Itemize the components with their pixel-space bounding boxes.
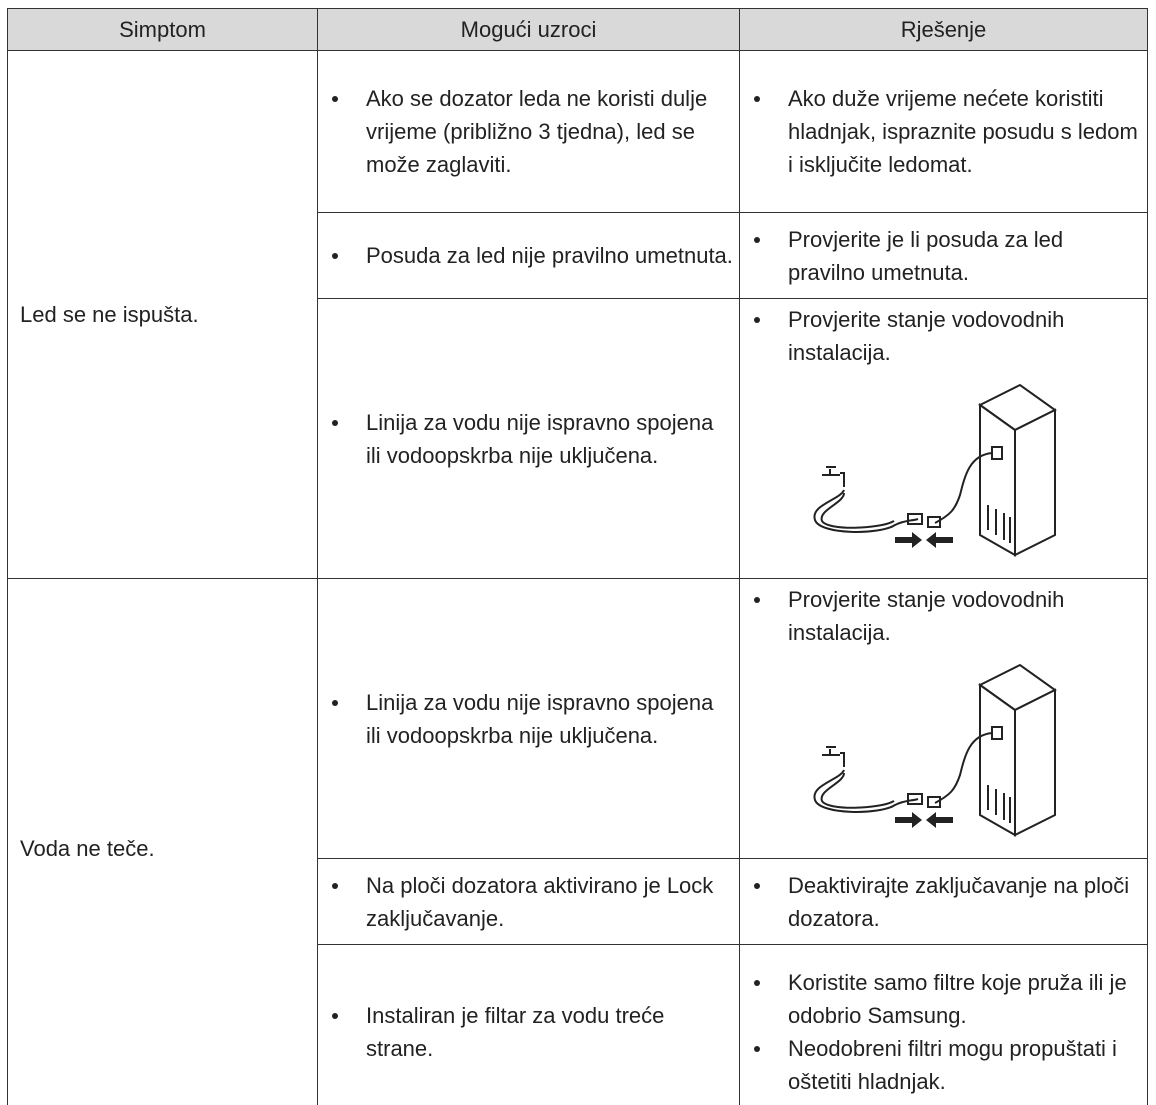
cause-cell: Linija za vodu nije ispravno spojena ili… [317, 298, 740, 579]
cause-cell: Posuda za led nije pravilno umetnuta. [317, 212, 740, 299]
water-connection-illustration [813, 663, 1057, 837]
water-connection-illustration [813, 383, 1057, 557]
bullet [332, 253, 338, 259]
bullet-item: Linija za vodu nije ispravno spojena ili… [318, 686, 739, 752]
bullet [332, 699, 338, 706]
solution-cell: Provjerite je li posuda za led pravilno … [739, 212, 1148, 299]
header-text: Simptom [119, 17, 206, 42]
cause-cell: Instaliran je filtar za vodu treće stran… [317, 944, 740, 1105]
bullet-text: Instaliran je filtar za vodu treće stran… [366, 1002, 665, 1061]
bullet [332, 1012, 338, 1019]
bullet [332, 882, 338, 889]
bullet-item: Neodobreni filtri mogu propuštati i ošte… [740, 1032, 1147, 1098]
bullet-text: Na ploči dozatora aktivirano je Lock zak… [366, 872, 714, 931]
header-cell: Simptom [7, 8, 318, 51]
bullet [754, 597, 760, 603]
bullet-text: Ako se dozator leda ne koristi dulje vri… [366, 86, 708, 177]
bullet [754, 979, 760, 986]
bullet-item: Deaktivirajte zaključavanje na ploči doz… [740, 869, 1147, 935]
cause-cell: Linija za vodu nije ispravno spojena ili… [317, 578, 740, 859]
bullet-text: Linija za vodu nije ispravno spojena ili… [366, 689, 714, 748]
bullet-item: Provjerite stanje vodovodnih instalacija… [740, 583, 1147, 649]
bullet [332, 419, 338, 426]
bullet-item: Na ploči dozatora aktivirano je Lock zak… [318, 869, 739, 935]
bullet [754, 96, 760, 102]
bullet-text: Provjerite je li posuda za led pravilno … [788, 226, 1064, 285]
symptom-text: Led se ne ispušta. [20, 302, 199, 327]
symptom-text: Voda ne teče. [20, 836, 155, 861]
bullet-item: Posuda za led nije pravilno umetnuta. [318, 239, 739, 272]
bullet [754, 1045, 760, 1052]
solution-cell: Deaktivirajte zaključavanje na ploči doz… [739, 858, 1148, 945]
bullet-item: Koristite samo filtre koje pruža ili je … [740, 966, 1147, 1032]
bullet [754, 317, 760, 323]
header-cell: Mogući uzroci [317, 8, 740, 51]
bullet [754, 882, 760, 889]
bullet-text: Koristite samo filtre koje pruža ili je … [788, 969, 1127, 1028]
bullet-text: Deaktivirajte zaključavanje na ploči doz… [788, 872, 1130, 931]
bullet [332, 96, 338, 102]
bullet-text: Neodobreni filtri mogu propuštati i ošte… [788, 1035, 1117, 1094]
cause-cell: Ako se dozator leda ne koristi dulje vri… [317, 50, 740, 213]
symptom-cell: Led se ne ispušta. [7, 50, 318, 579]
solution-cell: Provjerite stanje vodovodnih instalacija… [739, 578, 1148, 859]
solution-cell: Provjerite stanje vodovodnih instalacija… [739, 298, 1148, 579]
bullet [754, 236, 760, 243]
header-cell: Rješenje [739, 8, 1148, 51]
bullet-text: Posuda za led nije pravilno umetnuta. [366, 243, 733, 268]
bullet-text: Ako duže vrijeme nećete koristiti hladnj… [788, 86, 1138, 177]
bullet-item: Ako duže vrijeme nećete koristiti hladnj… [740, 82, 1147, 181]
solution-cell: Koristite samo filtre koje pruža ili je … [739, 944, 1148, 1105]
symptom-cell: Voda ne teče. [7, 578, 318, 1105]
bullet-item: Provjerite je li posuda za led pravilno … [740, 223, 1147, 289]
header-text: Mogući uzroci [460, 17, 597, 42]
bullet-text: Provjerite stanje vodovodnih instalacija… [788, 587, 1065, 645]
bullet-item: Provjerite stanje vodovodnih instalacija… [740, 303, 1147, 369]
bullet-item: Ako se dozator leda ne koristi dulje vri… [318, 82, 739, 181]
bullet-item: Linija za vodu nije ispravno spojena ili… [318, 406, 739, 472]
bullet-item: Instaliran je filtar za vodu treće stran… [318, 999, 739, 1065]
bullet-text: Linija za vodu nije ispravno spojena ili… [366, 409, 714, 468]
bullet-text: Provjerite stanje vodovodnih instalacija… [788, 307, 1065, 365]
header-text: Rješenje [900, 17, 987, 42]
cause-cell: Na ploči dozatora aktivirano je Lock zak… [317, 858, 740, 945]
solution-cell: Ako duže vrijeme nećete koristiti hladnj… [739, 50, 1148, 213]
